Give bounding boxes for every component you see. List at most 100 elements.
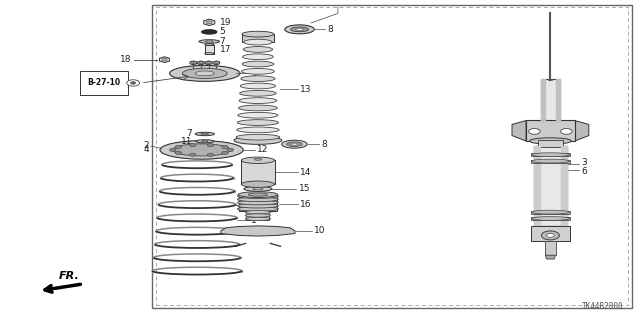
Ellipse shape xyxy=(205,41,213,42)
Circle shape xyxy=(189,153,196,156)
Circle shape xyxy=(561,129,572,134)
Text: 11: 11 xyxy=(180,137,192,146)
Ellipse shape xyxy=(202,30,217,34)
Ellipse shape xyxy=(531,217,570,220)
Ellipse shape xyxy=(234,137,282,144)
Ellipse shape xyxy=(182,68,227,78)
Ellipse shape xyxy=(296,28,303,31)
Ellipse shape xyxy=(241,69,275,74)
Ellipse shape xyxy=(205,44,214,46)
Text: 9: 9 xyxy=(251,69,257,78)
Polygon shape xyxy=(205,61,212,65)
Circle shape xyxy=(206,21,212,24)
Circle shape xyxy=(175,145,182,149)
FancyBboxPatch shape xyxy=(531,160,570,163)
Circle shape xyxy=(207,153,214,156)
Circle shape xyxy=(162,58,167,61)
FancyBboxPatch shape xyxy=(541,79,560,121)
Circle shape xyxy=(529,129,540,134)
Ellipse shape xyxy=(202,141,208,142)
Ellipse shape xyxy=(201,133,209,135)
FancyBboxPatch shape xyxy=(531,153,570,156)
Ellipse shape xyxy=(205,53,214,55)
Circle shape xyxy=(131,82,136,84)
Ellipse shape xyxy=(199,40,220,43)
Ellipse shape xyxy=(241,76,275,82)
Text: 14: 14 xyxy=(300,168,312,177)
Text: 7: 7 xyxy=(220,37,225,46)
Text: 8: 8 xyxy=(328,25,333,34)
Circle shape xyxy=(127,80,140,86)
Circle shape xyxy=(207,144,214,147)
Ellipse shape xyxy=(243,47,273,52)
Circle shape xyxy=(541,231,559,240)
Ellipse shape xyxy=(238,192,278,197)
Ellipse shape xyxy=(245,217,271,220)
FancyBboxPatch shape xyxy=(205,45,214,54)
Text: FR.: FR. xyxy=(60,271,80,281)
Circle shape xyxy=(199,62,203,64)
Ellipse shape xyxy=(287,142,302,146)
Ellipse shape xyxy=(244,39,272,45)
FancyBboxPatch shape xyxy=(538,140,563,147)
Ellipse shape xyxy=(241,181,275,188)
Text: 15: 15 xyxy=(299,184,310,193)
Ellipse shape xyxy=(242,31,274,37)
FancyBboxPatch shape xyxy=(534,146,567,226)
Polygon shape xyxy=(213,61,220,65)
FancyBboxPatch shape xyxy=(242,34,274,42)
Circle shape xyxy=(191,62,195,64)
Ellipse shape xyxy=(245,211,271,214)
Text: 13: 13 xyxy=(300,85,312,94)
Ellipse shape xyxy=(196,140,214,143)
Polygon shape xyxy=(198,61,204,65)
Text: 2: 2 xyxy=(143,141,149,150)
Ellipse shape xyxy=(282,140,307,148)
Circle shape xyxy=(207,62,211,64)
Circle shape xyxy=(221,145,228,149)
FancyBboxPatch shape xyxy=(531,217,570,220)
Text: 5: 5 xyxy=(220,27,225,36)
Ellipse shape xyxy=(243,54,273,60)
Ellipse shape xyxy=(237,197,278,202)
Ellipse shape xyxy=(531,153,570,157)
FancyBboxPatch shape xyxy=(239,195,277,211)
Ellipse shape xyxy=(240,83,276,89)
Ellipse shape xyxy=(195,71,214,76)
Ellipse shape xyxy=(530,138,571,144)
Polygon shape xyxy=(190,61,196,65)
Ellipse shape xyxy=(195,132,214,136)
Text: 18: 18 xyxy=(120,55,132,64)
Ellipse shape xyxy=(239,98,276,103)
Polygon shape xyxy=(575,121,589,141)
Ellipse shape xyxy=(291,143,298,145)
FancyBboxPatch shape xyxy=(241,160,275,184)
Text: 16: 16 xyxy=(300,200,312,209)
Ellipse shape xyxy=(253,188,263,190)
Ellipse shape xyxy=(291,27,308,32)
Ellipse shape xyxy=(241,157,275,164)
Text: 7: 7 xyxy=(186,130,192,138)
Polygon shape xyxy=(545,255,556,259)
Circle shape xyxy=(170,148,176,152)
Text: 19: 19 xyxy=(220,18,231,27)
Circle shape xyxy=(175,151,182,154)
Text: 3: 3 xyxy=(581,158,587,167)
Ellipse shape xyxy=(238,112,278,118)
Text: 17: 17 xyxy=(220,45,231,54)
Ellipse shape xyxy=(245,214,271,217)
Ellipse shape xyxy=(244,186,272,191)
FancyBboxPatch shape xyxy=(246,210,269,220)
Ellipse shape xyxy=(239,105,277,111)
Text: 8: 8 xyxy=(321,140,327,149)
Ellipse shape xyxy=(237,204,278,208)
Text: 1: 1 xyxy=(251,216,257,225)
Ellipse shape xyxy=(170,65,240,81)
Circle shape xyxy=(547,234,554,237)
FancyBboxPatch shape xyxy=(545,241,556,255)
Ellipse shape xyxy=(237,194,278,198)
Circle shape xyxy=(227,148,234,152)
Text: TK44B2800: TK44B2800 xyxy=(582,302,624,311)
Text: 6: 6 xyxy=(581,167,587,176)
Circle shape xyxy=(189,144,196,147)
